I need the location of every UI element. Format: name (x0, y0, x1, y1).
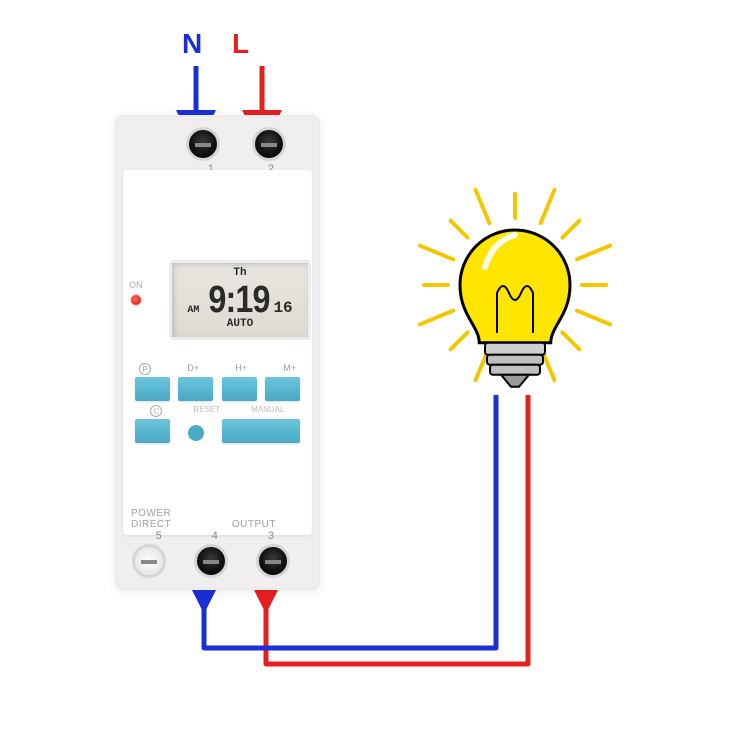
terminal-num-4: 4 (212, 530, 218, 542)
buttons-row1 (135, 377, 300, 401)
p-label: P (139, 363, 151, 375)
power-indicator: ON (129, 280, 143, 305)
m-plus-label: M+ (283, 363, 296, 375)
terminal-3 (256, 544, 290, 578)
input-terminals (115, 119, 320, 161)
lcd-time-row: AM 9:19 16 (178, 279, 302, 322)
d-plus-label: D+ (187, 363, 199, 375)
lcd-day: Th (178, 267, 302, 279)
terminal-2 (252, 127, 286, 161)
buttons-row2 (135, 419, 300, 443)
power-direct-label: POWERDIRECT (131, 508, 171, 530)
lcd-ampm: AM (187, 305, 199, 316)
manual-label: MANUAL (251, 405, 284, 417)
light-bulb-icon (395, 185, 635, 425)
reset-button[interactable] (188, 425, 204, 441)
p-button[interactable] (135, 377, 170, 401)
h-plus-button[interactable] (222, 377, 257, 401)
m-plus-button[interactable] (265, 377, 300, 401)
on-led-icon (131, 295, 141, 305)
reset-label: RESET (193, 405, 220, 417)
manual-button[interactable] (222, 419, 300, 443)
terminal-5 (132, 544, 166, 578)
terminal-4 (194, 544, 228, 578)
clock-button[interactable] (135, 419, 170, 443)
terminal-num-3: 3 (268, 530, 274, 542)
d-plus-button[interactable] (178, 377, 213, 401)
device-face (123, 170, 312, 535)
output-terminal-numbers: 5 4 3 (115, 530, 320, 542)
h-plus-label: H+ (235, 363, 247, 375)
lcd-time: 9:19 (209, 279, 270, 322)
output-section-label: OUTPUT (232, 519, 276, 530)
live-label: L (232, 28, 249, 60)
terminal-1 (186, 127, 220, 161)
button-labels-row1: P D+ H+ M+ (135, 363, 300, 377)
timer-device: 1 2 INPUT TM919H-2 200-250VAC 50/60Hz ON… (115, 115, 320, 590)
lcd-display: Th AM 9:19 16 AUTO (169, 260, 311, 340)
lcd-seconds: 16 (273, 299, 292, 317)
button-labels-row2: C RESET MANUAL (135, 405, 300, 417)
neutral-label: N (182, 28, 202, 60)
on-label: ON (129, 280, 143, 290)
button-panel: P D+ H+ M+ C RESET MANUAL (135, 363, 300, 443)
wire-paths (0, 0, 750, 750)
wiring-diagram: N L 1 2 INPUT TM919H-2 200-250VAC 50/60H… (0, 0, 750, 750)
output-terminals (115, 544, 320, 586)
terminal-num-5: 5 (156, 530, 162, 542)
clock-label: C (150, 405, 162, 417)
